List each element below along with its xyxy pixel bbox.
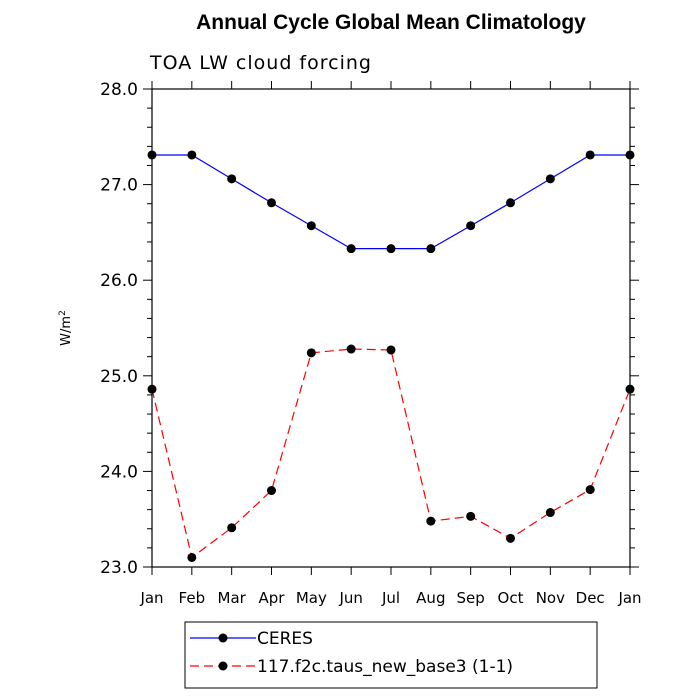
series-0-point <box>386 244 396 254</box>
series-line-0 <box>152 154 630 250</box>
series-layer <box>147 150 635 562</box>
x-tick-label: Jan <box>139 589 163 607</box>
legend: CERES 117.f2c.taus_new_base3 (1-1) <box>184 621 598 689</box>
axes <box>143 81 639 575</box>
series-0-point <box>585 150 595 160</box>
x-tick-label: Sep <box>457 589 485 607</box>
series-0-point <box>306 221 316 231</box>
x-tick-label: Nov <box>536 589 565 607</box>
series-1-point <box>506 533 515 543</box>
series-0-point <box>227 174 237 184</box>
y-tick-label: 23.0 <box>100 558 138 578</box>
series-0-point <box>466 221 476 231</box>
legend-box <box>184 621 598 689</box>
series-0-point <box>426 244 436 254</box>
series-1-point <box>267 486 276 496</box>
x-tick-label: May <box>296 589 327 607</box>
series-1-point <box>625 384 635 394</box>
y-tick-label: 25.0 <box>100 367 138 387</box>
x-tick-label: Jan <box>617 589 641 607</box>
x-tick-label: Jun <box>338 589 362 607</box>
x-tick-label: Dec <box>576 589 605 607</box>
series-1-point <box>187 552 197 562</box>
series-1-point <box>306 348 316 358</box>
series-0-point <box>187 150 197 160</box>
series-1-point <box>346 344 356 354</box>
x-tick-labels: Jan Feb Mar Apr May Jun Jul Aug Sep Oct Nov Dec Jan <box>139 589 641 607</box>
x-tick-label: Feb <box>179 589 206 607</box>
series-1-point <box>545 508 555 518</box>
chart-subtitle: TOA LW cloud forcing <box>149 52 372 74</box>
series-1-point <box>426 516 436 526</box>
x-tick-label: Jul <box>381 589 400 607</box>
series-0-point <box>346 244 356 254</box>
plot-frame <box>151 88 631 568</box>
series-0-point <box>267 198 276 208</box>
series-0-point <box>506 198 515 208</box>
legend-marker-ceres <box>218 633 228 643</box>
x-tick-label: Oct <box>498 589 524 607</box>
series-1-point <box>386 345 396 355</box>
series-line-1 <box>151 348 631 559</box>
x-tick-label: Mar <box>218 589 247 607</box>
y-tick-label: 26.0 <box>100 271 138 291</box>
series-1-point <box>147 384 157 394</box>
legend-marker-model <box>218 661 228 671</box>
y-tick-label: 24.0 <box>100 462 138 482</box>
y-axis-label: W/m2 <box>58 310 74 346</box>
legend-label-model: 117.f2c.taus_new_base3 (1-1) <box>257 657 513 677</box>
x-tick-label: Aug <box>416 589 445 607</box>
legend-label-ceres: CERES <box>257 629 313 649</box>
series-1-point <box>585 485 595 495</box>
series-0-point <box>147 150 157 160</box>
y-tick-label: 28.0 <box>100 80 138 100</box>
y-tick-label: 27.0 <box>100 176 138 196</box>
series-1-point <box>466 511 476 521</box>
series-0-point <box>545 174 555 184</box>
chart-title: Annual Cycle Global Mean Climatology <box>196 11 586 34</box>
x-tick-label: Apr <box>259 589 286 607</box>
series-1-point <box>227 523 237 533</box>
series-0-point <box>625 150 635 160</box>
y-tick-labels: 23.0 24.0 25.0 26.0 27.0 28.0 <box>100 80 138 578</box>
